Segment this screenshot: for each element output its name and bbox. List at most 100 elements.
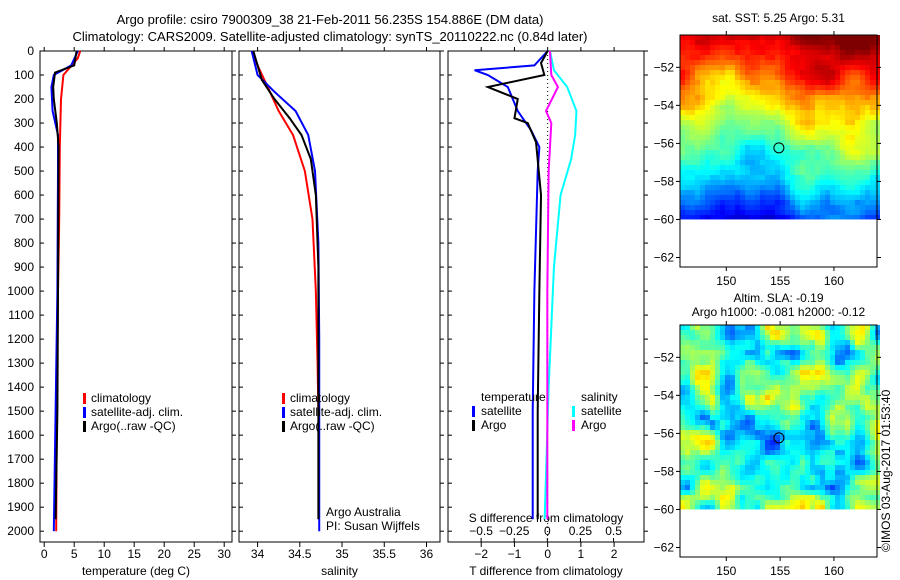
map-cell xyxy=(770,325,775,330)
map-cell xyxy=(775,330,780,335)
map-cell xyxy=(870,90,875,95)
map-cell xyxy=(855,345,860,350)
map-cell xyxy=(850,95,855,100)
map-cell xyxy=(855,425,860,430)
map-cell xyxy=(840,165,845,170)
map-cell xyxy=(840,470,845,475)
map-cell xyxy=(815,355,820,360)
map-cell xyxy=(820,90,825,95)
map-cell xyxy=(790,410,795,415)
map-cell xyxy=(855,495,860,500)
map-cell xyxy=(790,185,795,190)
map-cell xyxy=(725,330,730,335)
map-cell xyxy=(780,140,785,145)
map-cell xyxy=(845,200,850,205)
map-cell xyxy=(745,180,750,185)
map-cell xyxy=(695,80,700,85)
map-cell xyxy=(760,435,765,440)
map-cell xyxy=(760,400,765,405)
map-cell xyxy=(810,390,815,395)
map-cell xyxy=(735,340,740,345)
map-cell xyxy=(745,465,750,470)
map-cell xyxy=(835,210,840,215)
map-cell xyxy=(825,95,830,100)
map-cell xyxy=(850,335,855,340)
map-cell xyxy=(705,145,710,150)
map-cell xyxy=(810,465,815,470)
map-cell xyxy=(735,160,740,165)
map-cell xyxy=(720,125,725,130)
map-cell xyxy=(705,195,710,200)
map-cell xyxy=(795,465,800,470)
map-cell xyxy=(805,200,810,205)
map-cell xyxy=(725,430,730,435)
map-cell xyxy=(810,40,815,45)
map-cell xyxy=(815,450,820,455)
map-cell xyxy=(870,450,875,455)
map-cell xyxy=(700,205,705,210)
map-cell xyxy=(780,160,785,165)
map-cell xyxy=(795,490,800,495)
map-cell xyxy=(750,335,755,340)
map-cell xyxy=(860,490,865,495)
map-cell xyxy=(820,500,825,505)
map-cell xyxy=(695,480,700,485)
map-cell xyxy=(680,460,685,465)
map-cell xyxy=(755,160,760,165)
map-cell xyxy=(865,45,870,50)
map-cell xyxy=(865,85,870,90)
map-cell xyxy=(810,495,815,500)
map-cell xyxy=(720,140,725,145)
map-y-tick-label: −56 xyxy=(654,136,675,150)
map-cell xyxy=(755,445,760,450)
map-cell xyxy=(725,455,730,460)
map-cell xyxy=(720,500,725,505)
map-cell xyxy=(680,425,685,430)
map-cell xyxy=(730,115,735,120)
map-cell xyxy=(775,125,780,130)
map-cell xyxy=(810,435,815,440)
map-cell xyxy=(850,355,855,360)
map-cell xyxy=(770,400,775,405)
map-cell xyxy=(765,465,770,470)
map-cell xyxy=(780,80,785,85)
map-cell xyxy=(760,205,765,210)
map-cell xyxy=(710,500,715,505)
map-cell xyxy=(750,480,755,485)
map-cell xyxy=(830,150,835,155)
map-cell xyxy=(785,150,790,155)
map-cell xyxy=(780,490,785,495)
map-cell xyxy=(795,475,800,480)
map-cell xyxy=(725,80,730,85)
map-cell xyxy=(680,350,685,355)
map-cell xyxy=(810,485,815,490)
map-cell xyxy=(755,150,760,155)
map-cell xyxy=(830,215,835,220)
map-cell xyxy=(840,160,845,165)
map-cell xyxy=(715,65,720,70)
map-cell xyxy=(820,380,825,385)
map-cell xyxy=(790,345,795,350)
map-cell xyxy=(800,485,805,490)
map-cell xyxy=(730,200,735,205)
map-cell xyxy=(700,340,705,345)
map-cell xyxy=(830,165,835,170)
map-cell xyxy=(735,145,740,150)
map-cell xyxy=(805,465,810,470)
map-cell xyxy=(735,90,740,95)
map-cell xyxy=(700,460,705,465)
map-cell xyxy=(745,160,750,165)
map-cell xyxy=(840,50,845,55)
map-cell xyxy=(690,90,695,95)
map-cell xyxy=(855,435,860,440)
map-cell xyxy=(685,445,690,450)
map-cell xyxy=(845,380,850,385)
map-cell xyxy=(780,395,785,400)
map-cell xyxy=(795,335,800,340)
map-cell xyxy=(750,475,755,480)
map-cell xyxy=(740,165,745,170)
map-cell xyxy=(845,195,850,200)
map-cell xyxy=(815,195,820,200)
map-cell xyxy=(695,375,700,380)
map-cell xyxy=(715,435,720,440)
